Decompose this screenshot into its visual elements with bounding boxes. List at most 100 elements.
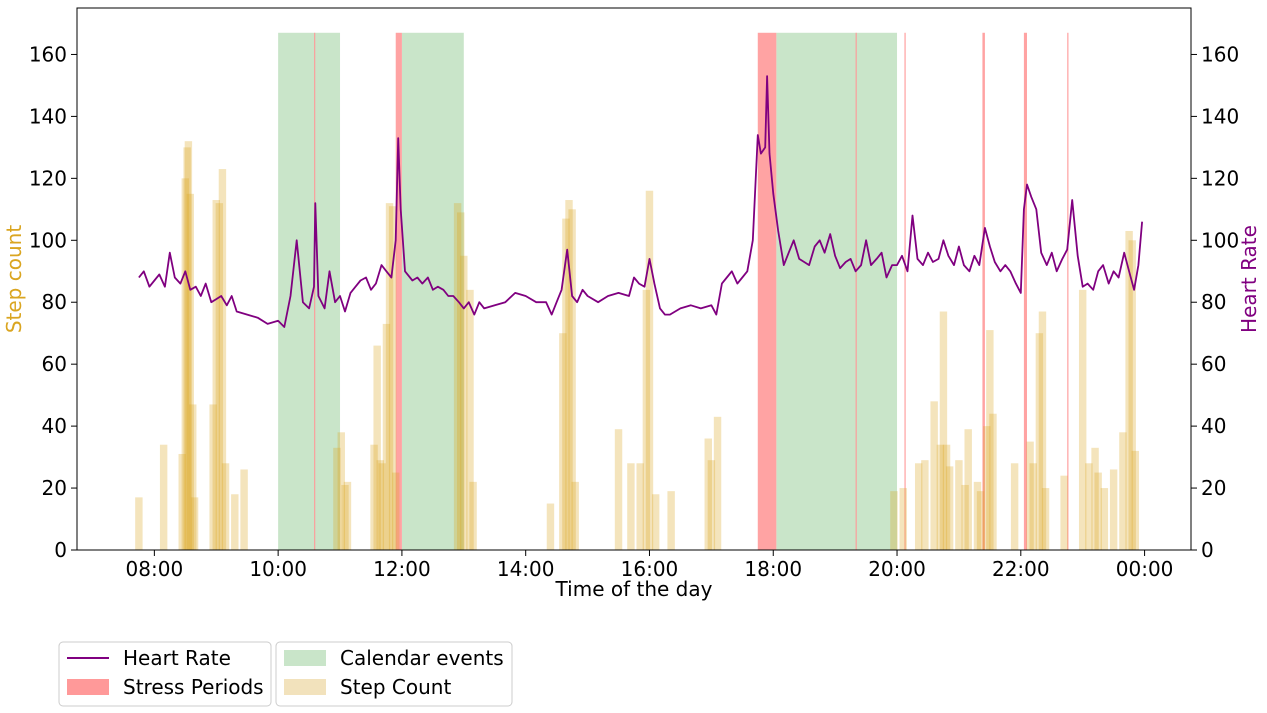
stress-period-band (855, 32, 857, 550)
right-y-tick-label: 120 (1201, 166, 1239, 190)
right-y-tick-label: 80 (1201, 290, 1226, 314)
step-count-bar (385, 203, 394, 550)
left-y-tick-label: 20 (42, 476, 67, 500)
step-count-bar (183, 147, 191, 550)
step-count-bar (1109, 469, 1118, 550)
stress-period-band (314, 32, 316, 550)
step-count-bar (453, 203, 462, 550)
right-y-tick-label: 0 (1201, 538, 1214, 562)
legend-box (275, 641, 513, 707)
x-tick-label: 08:00 (126, 557, 184, 581)
step-count-bar (1041, 488, 1050, 550)
step-count-bar (231, 494, 239, 550)
step-count-bar (562, 218, 570, 550)
step-count-bar (1026, 441, 1034, 550)
legend-swatch (284, 650, 326, 666)
step-count-bar (190, 497, 199, 550)
step-count-bar (565, 200, 573, 550)
x-tick-label: 12:00 (373, 557, 431, 581)
step-count-bar (1125, 230, 1133, 550)
stress-period-band (1067, 32, 1069, 550)
step-count-bar (376, 460, 384, 550)
step-count-bar (1010, 463, 1019, 550)
step-count-bar (388, 206, 397, 550)
step-count-bar (1085, 463, 1093, 550)
x-tick-label: 20:00 (868, 557, 926, 581)
step-count-bar (713, 416, 722, 550)
x-tick-label: 18:00 (744, 557, 802, 581)
stress-period-band (395, 32, 402, 550)
step-count-bar (667, 491, 675, 550)
step-count-bar (636, 463, 644, 550)
step-count-bar (186, 193, 194, 551)
step-count-bar (945, 466, 954, 550)
stress-period-band (982, 32, 985, 550)
legend: Heart Rate Stress Periods Calendar events S… (58, 641, 513, 707)
step-count-bar (178, 453, 186, 550)
x-tick-label: 00:00 (1116, 557, 1174, 581)
heart-rate-line (138, 75, 1143, 328)
step-count-bar (899, 488, 907, 550)
step-count-bar (469, 481, 477, 550)
step-count-bar (159, 444, 168, 550)
left-y-axis-ticks: 0 20 40 60 80 100 120 140 160 (29, 42, 77, 562)
right-y-tick-label: 60 (1201, 352, 1226, 376)
x-tick-label: 16:00 (621, 557, 679, 581)
right-y-axis-ticks: 0 20 40 60 80 100 120 140 160 (1191, 42, 1239, 562)
legend-swatch (67, 679, 109, 695)
step-count-bar (955, 460, 963, 550)
x-axis-ticks: 08:00 10:00 12:00 14:00 16:00 18:00 20:00 22:00… (126, 550, 1174, 581)
step-count-bar (983, 426, 991, 550)
step-count-bar (986, 330, 994, 550)
step-count-bar (614, 429, 623, 550)
legend-label: Stress Periods (123, 675, 264, 699)
step-count-bar (370, 444, 378, 550)
x-tick-label: 14:00 (497, 557, 555, 581)
left-y-tick-label: 120 (29, 166, 67, 190)
left-y-tick-label: 160 (29, 42, 67, 66)
step-count-bar (341, 484, 349, 550)
stress-periods-layer (314, 32, 1069, 550)
legend-label: Heart Rate (123, 646, 231, 670)
step-count-bar (1035, 333, 1044, 550)
step-count-bar (1119, 432, 1127, 550)
left-y-tick-label: 100 (29, 228, 67, 252)
step-count-bar (184, 141, 193, 551)
step-count-bar (976, 491, 985, 550)
step-count-bar (961, 484, 969, 550)
step-count-bar (1100, 488, 1109, 550)
step-count-bar (936, 444, 945, 550)
step-count-bar (939, 311, 948, 550)
step-count-bar (212, 200, 220, 550)
stress-period-band (904, 32, 906, 550)
step-count-bar (218, 169, 227, 550)
legend-label: Calendar events (340, 646, 504, 670)
legend-swatch (284, 679, 326, 695)
step-count-bar (989, 413, 997, 550)
step-count-bar (333, 447, 341, 550)
step-count-bar (240, 469, 248, 550)
step-count-bar (456, 212, 465, 550)
step-count-bar (1131, 450, 1140, 550)
calendar-event-band (278, 32, 341, 550)
step-count-bar (215, 203, 224, 550)
step-count-bar (571, 481, 579, 550)
step-count-bar (942, 444, 951, 550)
step-count-bar (921, 460, 929, 550)
step-count-bar (1078, 289, 1087, 550)
step-count-bar (651, 494, 660, 550)
step-count-bar (1094, 472, 1102, 550)
step-count-bar (627, 463, 635, 550)
left-y-tick-label: 0 (54, 538, 67, 562)
step-count-bar (1060, 475, 1068, 550)
step-count-bar (378, 463, 386, 550)
step-count-bar (546, 503, 555, 550)
right-y-tick-label: 20 (1201, 476, 1226, 500)
right-y-axis-label: Heart Rate (1237, 225, 1261, 333)
x-tick-label: 10:00 (249, 557, 307, 581)
step-count-bar (392, 472, 400, 550)
step-count-bar (1029, 463, 1037, 550)
step-count-bar (973, 481, 982, 550)
step-count-bar (209, 404, 217, 550)
step-count-bar (221, 463, 230, 550)
